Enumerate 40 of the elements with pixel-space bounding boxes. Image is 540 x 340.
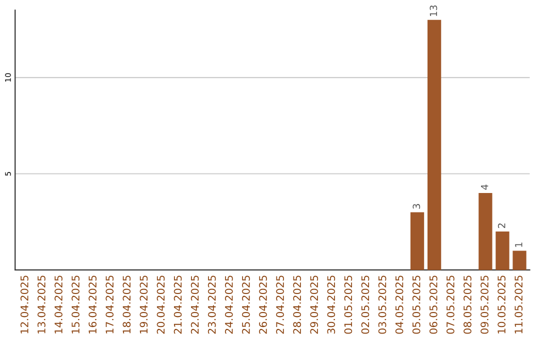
x-tick-label: 23.04.2025	[208, 276, 216, 334]
x-tick-label: 12.04.2025	[20, 276, 28, 334]
x-tick-label: 10.05.2025	[498, 276, 506, 334]
x-tick-label: 19.04.2025	[140, 276, 148, 334]
bar	[478, 192, 492, 270]
x-tick-label: 15.04.2025	[72, 276, 80, 334]
bar	[512, 250, 526, 270]
x-tick-label: 13.04.2025	[38, 276, 46, 334]
x-tick-label: 08.05.2025	[464, 276, 472, 334]
x-tick-label: 18.04.2025	[122, 276, 131, 334]
data-label: 1	[515, 242, 522, 247]
data-label: 13	[430, 5, 438, 16]
x-tick-label: 28.04.2025	[293, 276, 302, 334]
bar	[496, 231, 510, 270]
x-tick-label: 30.04.2025	[327, 276, 336, 334]
x-tick-label: 22.04.2025	[190, 276, 199, 334]
x-tick-label: 16.04.2025	[88, 276, 97, 334]
x-tick-label: 17.04.2025	[106, 276, 114, 334]
x-tick-label: 25.04.2025	[242, 276, 250, 334]
x-tick-label: 11.05.2025	[514, 276, 523, 334]
x-tick-label: 01.05.2025	[344, 276, 352, 334]
x-tick-label: 09.05.2025	[480, 276, 488, 334]
x-tick-label: 04.05.2025	[395, 276, 404, 334]
x-tick-label: 26.04.2025	[259, 276, 267, 334]
x-tick-label: 07.05.2025	[446, 276, 454, 334]
data-label: 3	[412, 204, 420, 209]
data-label: 2	[498, 223, 506, 228]
bar	[428, 20, 442, 270]
bar	[410, 212, 424, 270]
data-label: 4	[481, 184, 488, 190]
x-tick-label: 02.05.2025	[361, 276, 370, 334]
x-tick-label: 06.05.2025	[429, 276, 438, 334]
x-tick-label: 14.04.2025	[54, 276, 62, 334]
x-tick-label: 24.04.2025	[224, 276, 233, 334]
x-tick-label: 03.05.2025	[378, 276, 386, 334]
x-tick-label: 29.04.2025	[310, 276, 318, 334]
x-tick-label: 20.04.2025	[156, 276, 165, 334]
x-tick-label: 27.04.2025	[276, 276, 284, 334]
x-tick-label: 05.05.2025	[412, 276, 420, 334]
x-tick-label: 21.04.2025	[174, 276, 182, 334]
